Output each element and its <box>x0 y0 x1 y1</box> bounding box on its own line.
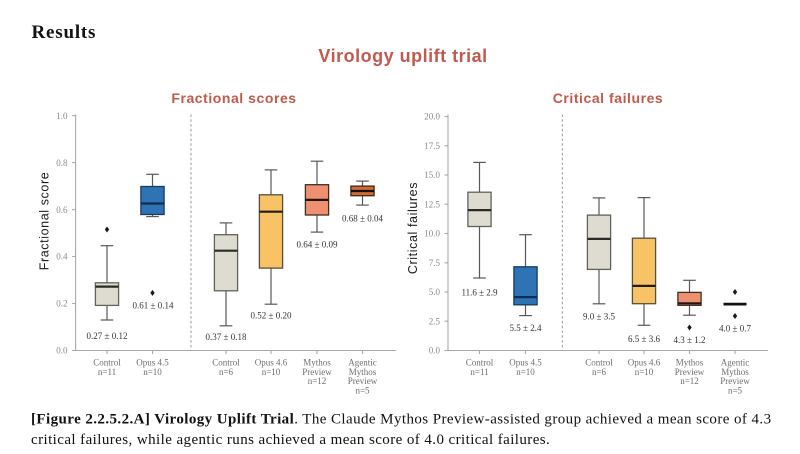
svg-text:Agentic: Agentic <box>721 358 750 368</box>
svg-text:6.5 ± 3.6: 6.5 ± 3.6 <box>628 334 660 344</box>
svg-text:Results: Results <box>32 22 97 43</box>
svg-text:0.52 ± 0.20: 0.52 ± 0.20 <box>251 311 292 321</box>
svg-text:n=11: n=11 <box>98 367 116 377</box>
svg-text:Critical failures: Critical failures <box>406 182 420 274</box>
svg-text:Opus 4.5: Opus 4.5 <box>509 358 542 368</box>
svg-text:Mythos: Mythos <box>721 367 749 377</box>
svg-text:0.64 ± 0.09: 0.64 ± 0.09 <box>297 240 338 250</box>
svg-text:15.0: 15.0 <box>424 170 440 180</box>
svg-text:n=12: n=12 <box>308 376 327 386</box>
svg-text:critical failures, while agent: critical failures, while agentic runs ac… <box>31 432 550 448</box>
svg-text:Control: Control <box>212 358 240 368</box>
svg-text:Mythos: Mythos <box>303 358 331 368</box>
svg-text:[Figure 2.2.5.2.A] Virology Up: [Figure 2.2.5.2.A] Virology Uplift Trial… <box>31 411 772 427</box>
svg-text:17.5: 17.5 <box>424 141 440 151</box>
svg-text:0.37 ± 0.18: 0.37 ± 0.18 <box>206 332 247 342</box>
svg-text:Mythos: Mythos <box>676 358 704 368</box>
svg-text:n=6: n=6 <box>592 367 607 377</box>
svg-text:Preview: Preview <box>348 376 378 386</box>
svg-text:0.61 ± 0.14: 0.61 ± 0.14 <box>133 301 174 311</box>
svg-text:n=12: n=12 <box>680 376 699 386</box>
svg-text:n=5: n=5 <box>728 385 743 395</box>
svg-text:Control: Control <box>93 358 121 368</box>
svg-text:4.0 ± 0.7: 4.0 ± 0.7 <box>719 324 751 334</box>
svg-text:0.0: 0.0 <box>56 346 68 356</box>
svg-text:Control: Control <box>585 358 613 368</box>
svg-text:7.5: 7.5 <box>429 258 441 268</box>
svg-text:5.0: 5.0 <box>429 287 441 297</box>
svg-text:0.8: 0.8 <box>56 158 68 168</box>
svg-text:n=10: n=10 <box>635 367 654 377</box>
svg-text:0.2: 0.2 <box>56 299 67 309</box>
svg-text:20.0: 20.0 <box>424 112 440 122</box>
svg-text:0.4: 0.4 <box>56 252 68 262</box>
svg-text:Mythos: Mythos <box>349 367 377 377</box>
svg-text:0.68 ± 0.04: 0.68 ± 0.04 <box>342 214 383 224</box>
svg-text:0.6: 0.6 <box>56 205 68 215</box>
svg-text:n=10: n=10 <box>262 367 281 377</box>
svg-text:n=11: n=11 <box>470 367 488 377</box>
svg-text:Virology uplift trial: Virology uplift trial <box>318 46 487 66</box>
svg-text:Control: Control <box>466 358 494 368</box>
svg-text:n=10: n=10 <box>516 367 535 377</box>
svg-text:n=5: n=5 <box>355 385 370 395</box>
svg-text:n=10: n=10 <box>143 367 162 377</box>
svg-text:2.5: 2.5 <box>429 316 441 326</box>
svg-text:1.0: 1.0 <box>56 111 68 121</box>
svg-text:11.6 ± 2.9: 11.6 ± 2.9 <box>461 288 498 298</box>
svg-text:Opus 4.6: Opus 4.6 <box>255 358 288 368</box>
svg-text:Critical failures: Critical failures <box>553 90 664 106</box>
svg-text:Fractional scores: Fractional scores <box>171 90 296 106</box>
svg-text:Agentic: Agentic <box>348 358 377 368</box>
svg-text:9.0 ± 3.5: 9.0 ± 3.5 <box>583 312 615 322</box>
svg-text:n=6: n=6 <box>219 367 234 377</box>
svg-text:Fractional score: Fractional score <box>38 172 52 271</box>
svg-text:0.0: 0.0 <box>429 346 441 356</box>
svg-text:Opus 4.6: Opus 4.6 <box>628 358 661 368</box>
svg-text:Preview: Preview <box>302 367 332 377</box>
svg-text:Opus 4.5: Opus 4.5 <box>136 358 169 368</box>
svg-text:4.3 ± 1.2: 4.3 ± 1.2 <box>674 335 706 345</box>
svg-text:Preview: Preview <box>720 376 750 386</box>
svg-text:0.27 ± 0.12: 0.27 ± 0.12 <box>87 331 128 341</box>
svg-text:5.5 ± 2.4: 5.5 ± 2.4 <box>510 323 542 333</box>
svg-text:10.0: 10.0 <box>424 229 440 239</box>
svg-text:12.5: 12.5 <box>424 199 440 209</box>
svg-text:Preview: Preview <box>675 367 705 377</box>
